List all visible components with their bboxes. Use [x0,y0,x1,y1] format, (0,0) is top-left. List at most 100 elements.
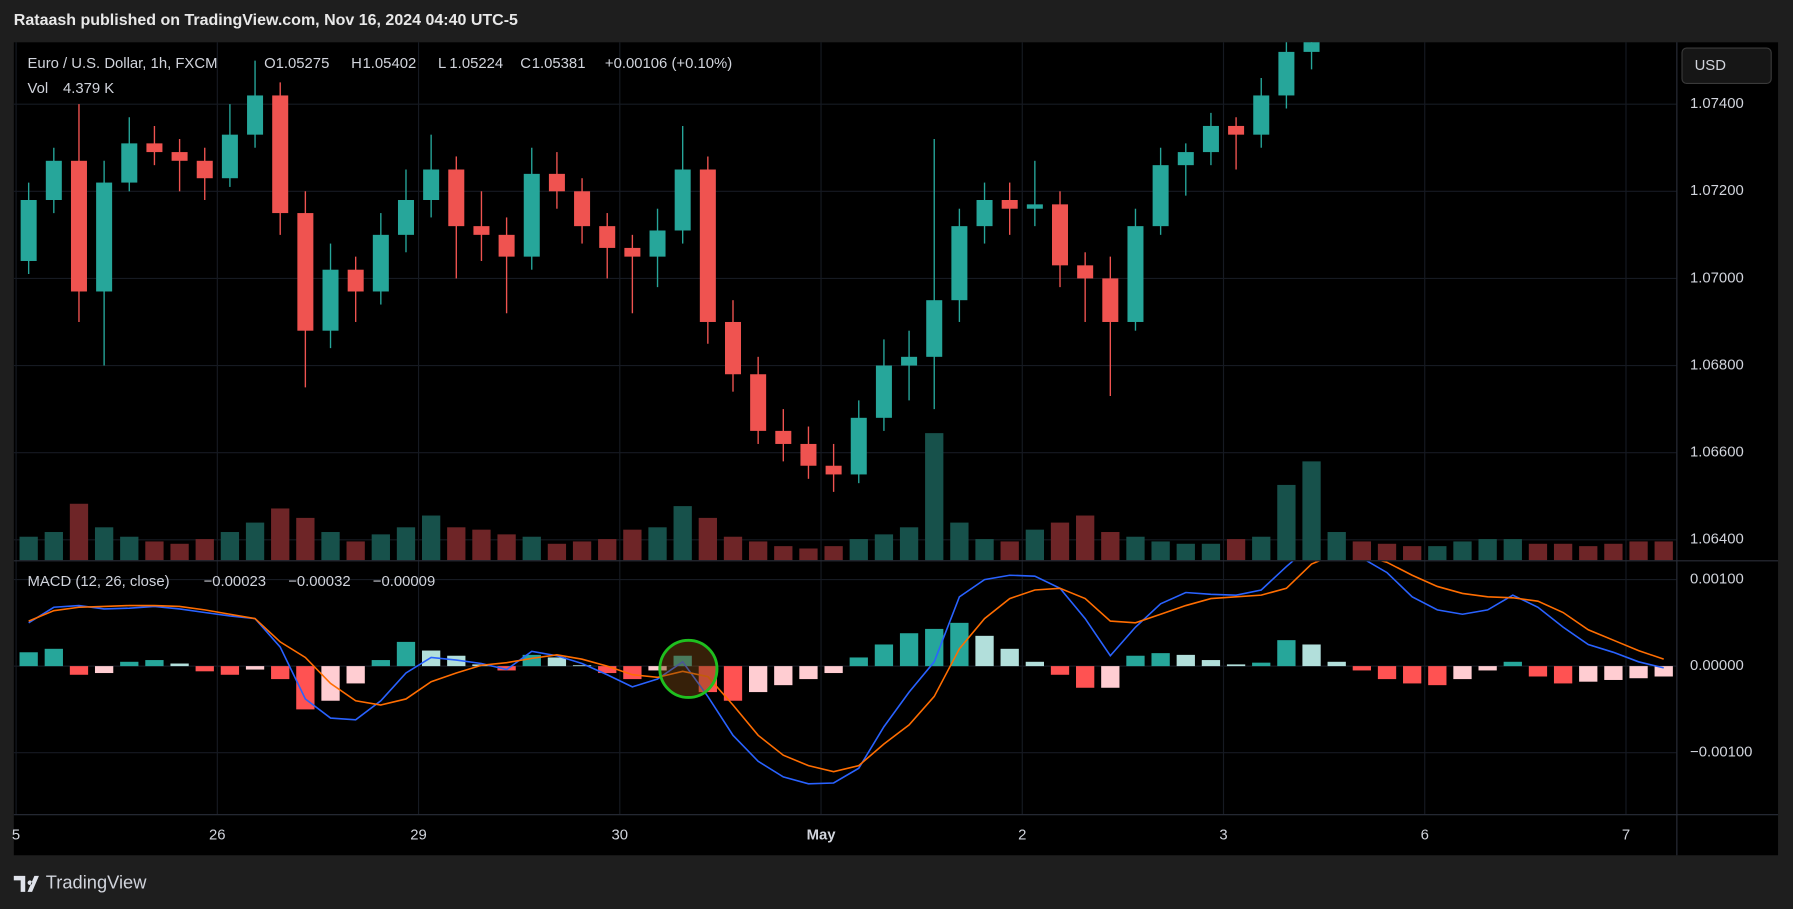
candle-body [825,465,842,475]
candle-body [247,95,264,135]
histogram-bar [1604,666,1623,680]
histogram-bar [1478,666,1497,671]
volume-bar [975,539,994,561]
candle-body [850,417,867,475]
volume-bar [849,539,868,561]
histogram-bar [774,666,793,686]
histogram-bar [69,666,89,675]
candle-body [146,143,163,153]
histogram-bar [1076,666,1095,688]
candle-body [926,300,943,357]
candle-body [70,160,87,292]
volume-bar [774,546,793,561]
macd-line-layer [28,561,1664,785]
volume-bar [1050,522,1070,561]
ohlc-value: 1.05402 [363,56,417,72]
volume-bar [925,433,944,561]
volume-bar [1604,543,1623,561]
candle-body [624,247,641,257]
candle-body [1177,152,1194,166]
volume-bar [648,527,667,561]
histogram-bar [1101,666,1120,688]
x-tick-label: 26 [209,828,226,844]
histogram-bar [749,666,768,693]
histogram-bar [572,665,592,667]
histogram-bar [824,666,843,674]
candle-body [297,213,314,331]
volume-bar [1302,461,1321,561]
x-tick-label: 6 [1421,828,1429,844]
candle-body [498,234,515,257]
candle-body [875,365,892,418]
candle-body [1303,42,1320,52]
volume-bar [1478,539,1497,561]
candle-layer [20,42,1320,492]
volume-bar [598,539,617,561]
histogram-bar [296,666,315,710]
volume-bar [1000,541,1019,561]
candle-body [951,226,968,301]
candle-body [347,269,364,292]
candle-body [272,95,289,214]
volume-bar [1553,543,1573,561]
histogram-bar [950,622,969,667]
histogram-bar [1226,664,1246,667]
volume-bar [497,534,516,561]
volume-bar [1126,536,1145,561]
volume-bar [522,536,541,561]
volume-bar [1352,541,1372,561]
histogram-bar [19,652,38,667]
candle-body [397,200,414,235]
volume-bar [723,536,743,561]
histogram-bar [1579,666,1598,682]
y-tick-label: 1.07200 [1690,183,1744,199]
candle-body [1152,165,1169,227]
volume-bar [94,527,114,561]
candle-body [372,234,389,292]
candle-body [1127,226,1144,322]
publisher-note: Rataash published on TradingView.com, No… [14,12,518,29]
candle-body [448,169,465,227]
axes: 1.06400 1.06600 1.06800 1.07000 1.07200 1.074… [12,96,1752,844]
x-tick-label: 29 [410,828,427,844]
histogram-bar [396,641,416,667]
volume-bar [120,536,139,561]
x-tick-label: 3 [1219,828,1227,844]
candle-body [800,443,817,466]
volume-bar [1101,532,1120,561]
grid [13,42,1677,815]
volume-bar [421,515,441,561]
volume-bar [623,529,642,561]
candle-body [423,169,440,201]
histogram-bar [522,654,541,667]
ohlc-label: C [520,56,531,72]
volume-label: Vol [28,81,49,97]
histogram-bar [346,666,365,684]
histogram-bar [1151,653,1170,667]
indicator-value: −0.00032 [288,574,350,590]
histogram-bar [849,657,868,667]
volume-bar [1252,536,1271,561]
y-tick-label: 0.00100 [1690,572,1744,588]
candle-body [196,160,213,179]
volume-bar [145,541,164,561]
histogram-bar [195,666,214,672]
volume-bar [1277,484,1296,561]
volume-bar [673,506,692,561]
candle-body [45,160,62,201]
candle-body [1278,51,1295,96]
candle-body [699,169,716,322]
volume-bar [1528,543,1548,561]
volume-bar [799,548,818,561]
histogram-bar [1327,661,1346,667]
histogram-bar [44,648,63,667]
histogram-bar [1553,666,1573,684]
ohlc-label: L [438,56,446,72]
currency-button[interactable] [1681,47,1772,85]
volume-bar [271,508,290,561]
highlight-circle [658,638,719,699]
histogram-bar [1453,666,1472,680]
candle-body [674,169,691,231]
candle-body [574,191,591,227]
